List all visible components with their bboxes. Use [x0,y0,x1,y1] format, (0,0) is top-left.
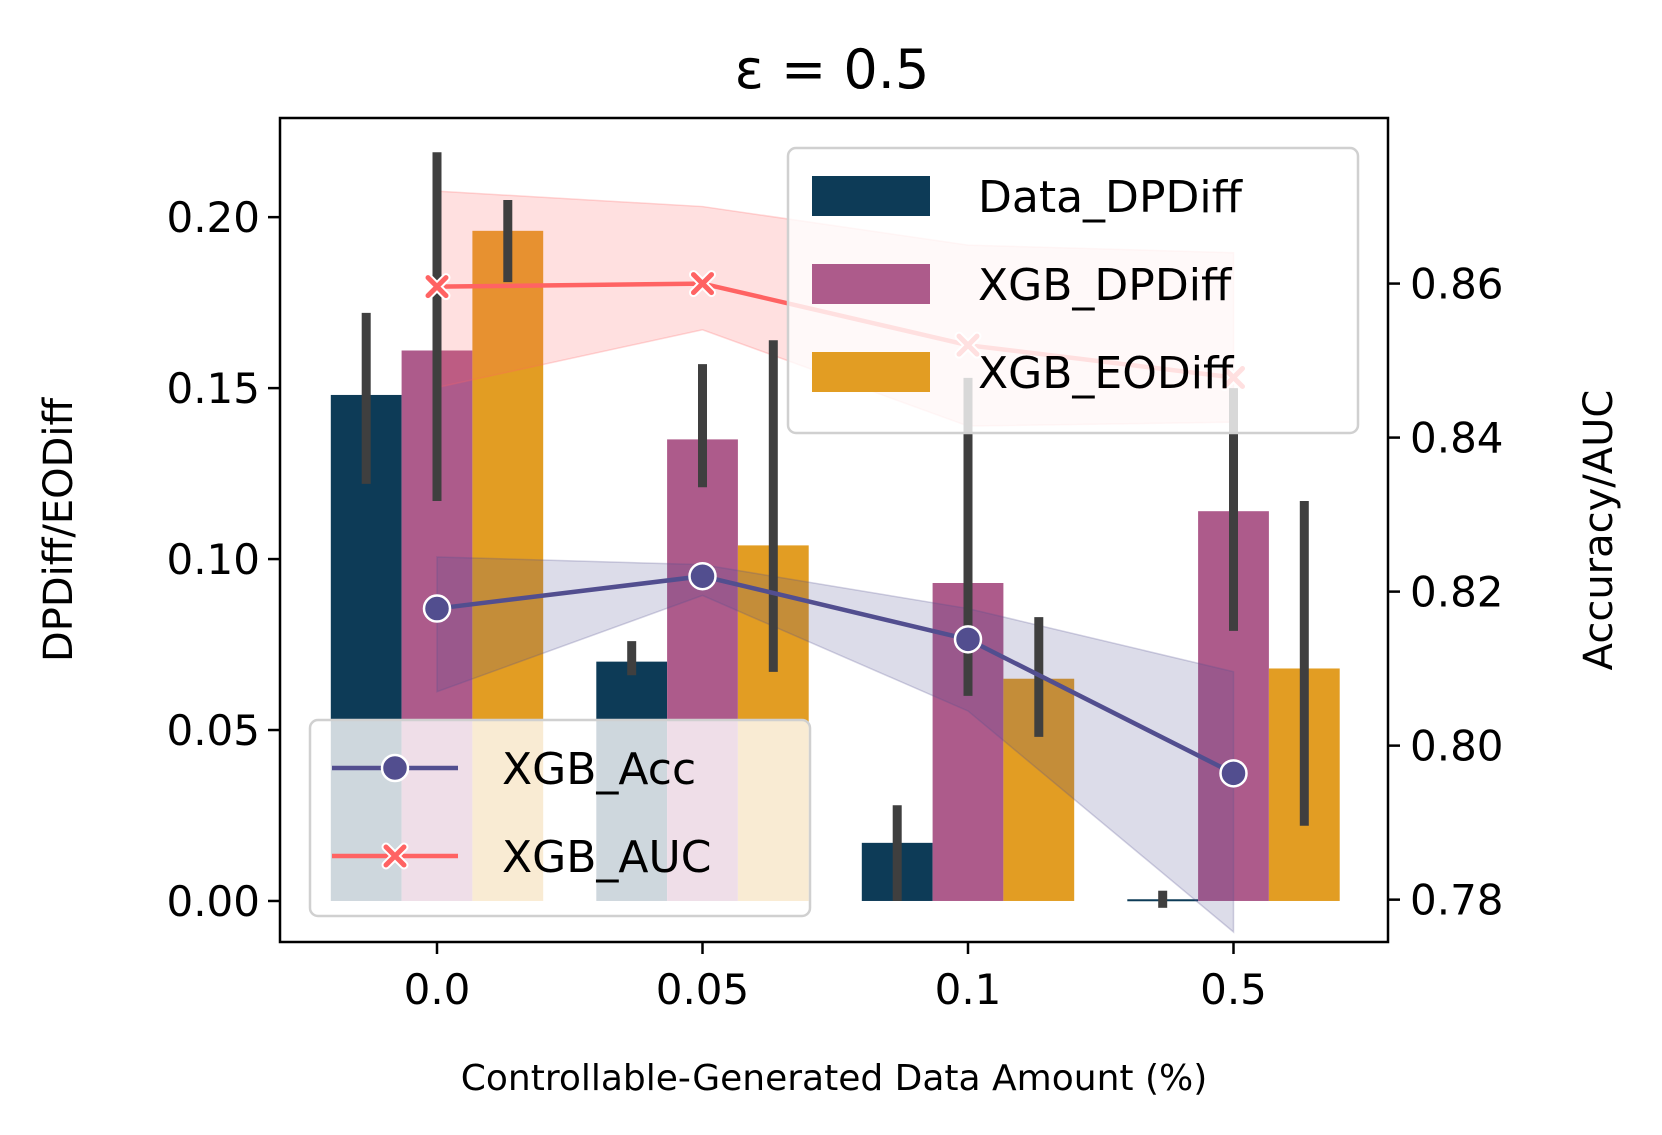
line-XGB_Acc [436,573,1235,776]
legend-label-Data_DPDiff: Data_DPDiff [978,172,1244,223]
point-XGB_Acc-0.05 [688,561,717,591]
legend-swatch-XGB_EODiff [812,352,930,392]
y-tick-label-0.20: 0.20 [166,193,260,242]
y2-tick-label-0.86: 0.86 [1410,260,1504,309]
axes: 0.00 0.05 0.10 0.15 0.20 0.78 0.80 0.82 0.84 0.86… [166,193,1503,1014]
y-tick-label-0.15: 0.15 [166,364,260,413]
y-axis-label: DPDiff/EODiff [36,397,82,663]
y2-tick-label-0.78: 0.78 [1410,876,1504,925]
legend-swatch-XGB_DPDiff [812,264,930,304]
legend-marker-XGB_Acc [380,753,410,783]
plot-frame [278,116,1390,944]
legend-bars-frame [786,146,1360,435]
legend-bars: Data_DPDiff XGB_DPDiff XGB_EODiff [786,146,1360,435]
point-XGB_Acc-0.1 [953,625,983,654]
legend-lines: XGB_Acc XGB_AUC [308,718,812,918]
point-XGB_Acc-0.5 [1219,759,1248,788]
legend-swatch-Data_DPDiff [812,176,930,216]
x-tick-label-0.0: 0.0 [404,965,471,1014]
legend-marker-XGB_AUC [383,844,407,868]
point-XGB_AUC-0.0 [425,275,449,299]
y2-tick-label-0.84: 0.84 [1410,414,1504,463]
y2-axis-label: Accuracy/AUC [1576,390,1622,671]
x-axis-label: Controllable-Generated Data Amount (%) [461,1058,1208,1099]
x-tick-label-0.05: 0.05 [656,965,750,1014]
legend-label-XGB_DPDiff: XGB_DPDiff [978,260,1233,311]
legend-label-XGB_AUC: XGB_AUC [502,832,711,883]
y2-tick-label-0.82: 0.82 [1410,568,1504,617]
legend-label-XGB_Acc: XGB_Acc [502,744,696,795]
point-XGB_Acc-0.0 [422,594,452,623]
chart-title: ε = 0.5 [735,38,930,101]
y-tick-label-0.05: 0.05 [166,706,260,755]
y-tick-label-0.00: 0.00 [166,877,260,926]
legend-label-XGB_EODiff: XGB_EODiff [978,348,1235,399]
x-tick-label-0.1: 0.1 [935,965,1002,1014]
y2-tick-label-0.80: 0.80 [1410,722,1504,771]
x-tick-label-0.5: 0.5 [1200,965,1267,1014]
point-XGB_AUC-0.05 [691,272,714,296]
y-tick-label-0.10: 0.10 [166,535,260,584]
